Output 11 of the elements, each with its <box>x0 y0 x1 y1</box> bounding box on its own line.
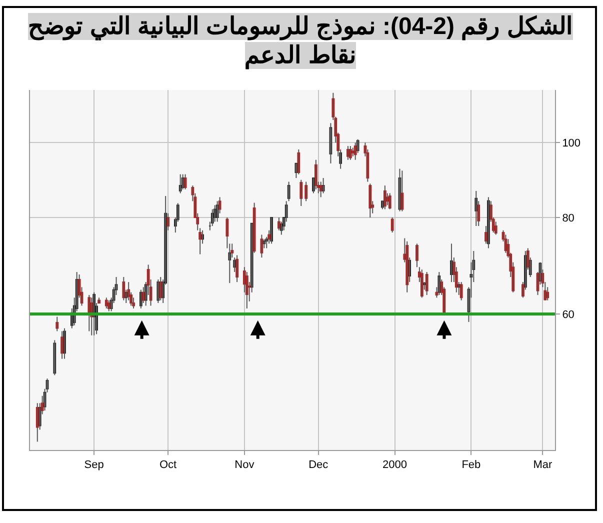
x-tick-label: Nov <box>234 459 255 472</box>
y-tick-label: 100 <box>562 138 581 150</box>
x-tick-label: Mar <box>533 459 552 472</box>
x-tick-label: Sep <box>84 459 104 472</box>
chart-title: الشكل رقم (2-04): نموذج للرسومات البيانية التي توضح نقاط الدعم <box>28 13 573 69</box>
x-tick-label: Oct <box>159 459 177 472</box>
y-tick-label: 60 <box>562 308 574 321</box>
x-tick-label: 2000 <box>382 459 408 472</box>
x-tick-label: Feb <box>462 459 481 472</box>
y-tick-label: 80 <box>562 212 574 224</box>
x-tick-label: Dec <box>308 459 329 472</box>
